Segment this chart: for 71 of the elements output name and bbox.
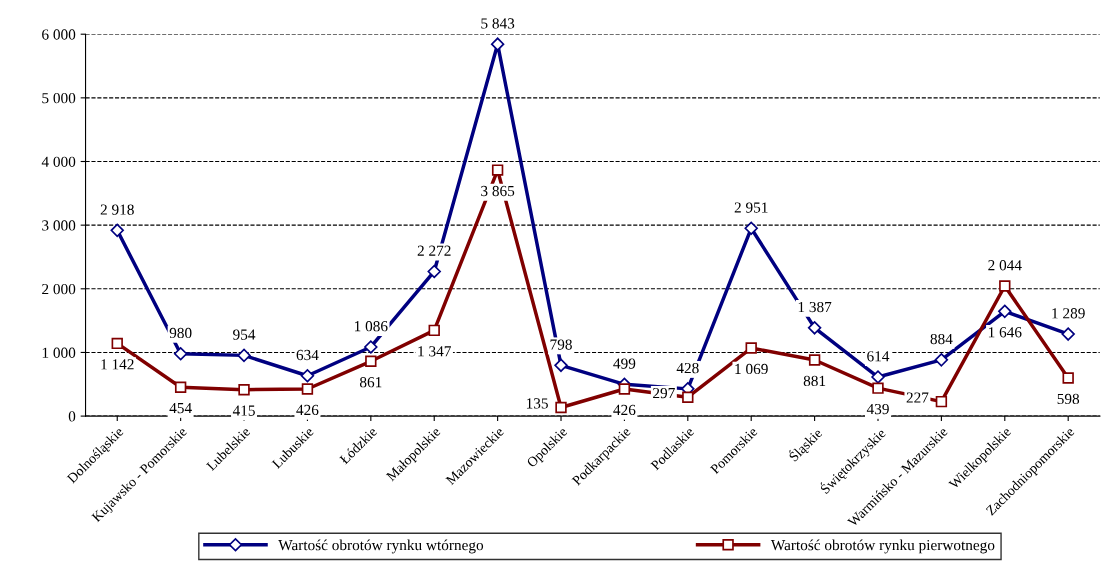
data-label: 1 347 <box>418 346 451 357</box>
data-label: 881 <box>803 375 826 387</box>
data-label: 5 843 <box>481 18 515 29</box>
data-label: 1 086 <box>354 321 388 332</box>
y-tick-label: 5 000 <box>42 92 76 104</box>
data-label: 1 646 <box>988 327 1022 338</box>
data-label: 426 <box>296 404 319 416</box>
point <box>428 324 440 337</box>
point <box>745 342 757 354</box>
point <box>554 358 568 373</box>
data-label: 1 387 <box>798 301 832 313</box>
data-label: 861 <box>359 377 382 388</box>
point <box>934 353 949 367</box>
point <box>999 280 1011 292</box>
data-label: 634 <box>296 349 319 361</box>
data-label: 135 <box>526 398 548 409</box>
point <box>110 223 124 238</box>
point <box>174 381 187 393</box>
legend-label: Wartość obrotów rynku wtórnego <box>278 539 484 554</box>
point <box>744 221 758 235</box>
data-label: 227 <box>906 392 929 403</box>
data-label: 954 <box>233 329 256 340</box>
point <box>364 340 378 354</box>
data-label: 3 865 <box>481 185 515 197</box>
y-tick-label: 6 000 <box>42 29 76 40</box>
data-label: 614 <box>867 351 890 362</box>
point <box>491 164 504 176</box>
y-tick-label: 0 <box>68 411 76 422</box>
data-label: 2 044 <box>988 260 1022 271</box>
data-label: 1 289 <box>1052 308 1085 319</box>
point <box>998 304 1012 319</box>
point <box>238 383 250 396</box>
point <box>808 354 821 366</box>
data-label: 1 069 <box>735 363 768 375</box>
point <box>1061 327 1075 341</box>
data-label: 426 <box>613 404 636 416</box>
point <box>1062 372 1074 384</box>
data-label: 499 <box>613 358 636 369</box>
data-label: 798 <box>550 339 572 350</box>
data-label: 439 <box>866 403 889 415</box>
data-label: 884 <box>930 333 953 345</box>
data-label: 598 <box>1057 393 1080 405</box>
data-label: 2 918 <box>100 204 134 215</box>
legend-label: Wartość obrotów rynku pierwotnego <box>770 539 995 554</box>
point <box>301 383 314 395</box>
data-label: 1 142 <box>101 359 134 370</box>
point <box>935 395 948 408</box>
point <box>871 370 885 384</box>
point <box>682 391 694 403</box>
point <box>111 337 123 350</box>
point <box>300 369 315 383</box>
point <box>555 401 567 414</box>
y-tick-label: 3 000 <box>42 220 76 231</box>
point <box>490 37 505 51</box>
point <box>237 348 251 363</box>
y-tick-label: 4 000 <box>41 156 76 167</box>
point <box>427 264 441 279</box>
data-label: 980 <box>169 327 192 339</box>
data-label: 415 <box>232 405 255 416</box>
y-tick-label: 2 000 <box>42 283 76 295</box>
point <box>872 382 884 394</box>
data-label: 454 <box>169 403 192 414</box>
point <box>173 346 188 361</box>
data-label: 428 <box>676 362 699 374</box>
data-label: 2 272 <box>417 245 451 256</box>
point <box>365 355 377 367</box>
point <box>807 321 822 335</box>
y-tick-label: 1 000 <box>42 347 76 358</box>
data-label: 297 <box>653 387 675 399</box>
data-label: 2 951 <box>734 202 768 213</box>
point <box>618 383 631 395</box>
